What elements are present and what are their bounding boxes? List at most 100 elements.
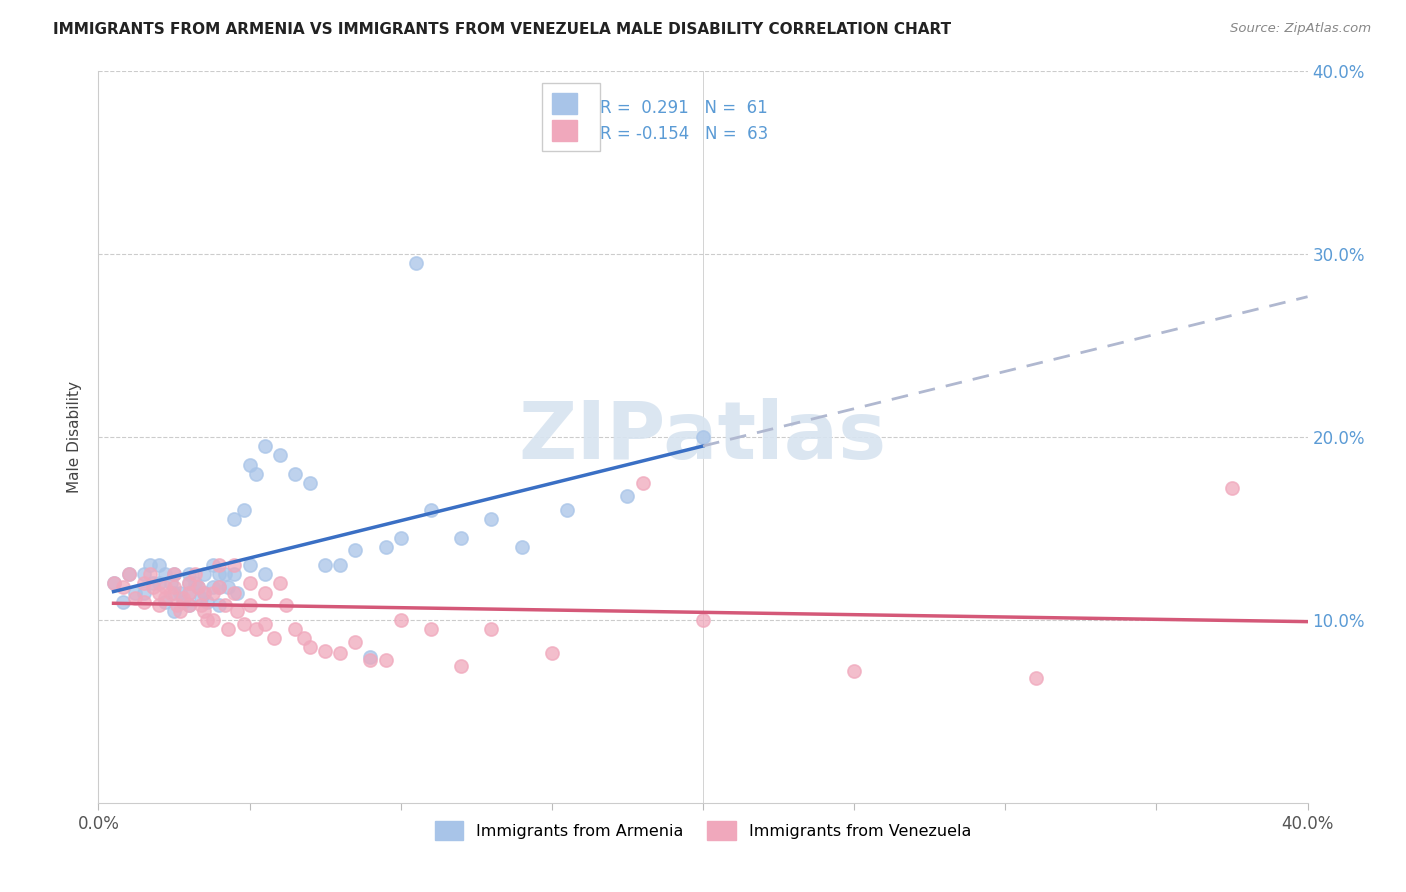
- Point: [208, 599, 231, 613]
- Point: [292, 632, 315, 646]
- Point: [232, 616, 254, 631]
- Point: [208, 580, 231, 594]
- Point: [214, 599, 236, 613]
- Point: [844, 664, 866, 678]
- Point: [253, 585, 276, 599]
- Point: [148, 558, 170, 573]
- Point: [389, 531, 412, 545]
- Point: [179, 576, 201, 591]
- Y-axis label: Male Disability: Male Disability: [67, 381, 83, 493]
- Point: [226, 604, 249, 618]
- Point: [420, 503, 443, 517]
- Point: [299, 640, 322, 655]
- Point: [172, 591, 194, 605]
- Point: [118, 567, 141, 582]
- Point: [187, 580, 209, 594]
- Point: [163, 585, 186, 599]
- Point: [360, 649, 382, 664]
- Point: [284, 467, 307, 481]
- Point: [420, 622, 443, 636]
- Point: [111, 580, 134, 594]
- Point: [179, 599, 201, 613]
- Point: [190, 599, 212, 613]
- Point: [224, 512, 246, 526]
- Point: [450, 531, 472, 545]
- Point: [389, 613, 412, 627]
- Point: [103, 576, 125, 591]
- Point: [118, 567, 141, 582]
- Point: [124, 591, 146, 605]
- Point: [139, 558, 162, 573]
- Point: [1220, 481, 1243, 495]
- Point: [132, 576, 155, 591]
- Point: [239, 576, 262, 591]
- Point: [329, 558, 352, 573]
- Point: [374, 540, 396, 554]
- Point: [132, 594, 155, 608]
- Point: [163, 567, 186, 582]
- Point: [360, 653, 382, 667]
- Point: [163, 567, 186, 582]
- Point: [160, 576, 183, 591]
- Point: [190, 591, 212, 605]
- Point: [269, 448, 291, 462]
- Point: [555, 503, 578, 517]
- Point: [163, 604, 186, 618]
- Point: [208, 580, 231, 594]
- Text: R = -0.154   N =  63: R = -0.154 N = 63: [600, 126, 769, 144]
- Point: [160, 585, 183, 599]
- Point: [172, 594, 194, 608]
- Point: [195, 613, 218, 627]
- Point: [193, 604, 215, 618]
- Point: [253, 616, 276, 631]
- Point: [163, 580, 186, 594]
- Point: [148, 585, 170, 599]
- Point: [142, 580, 165, 594]
- Point: [616, 489, 638, 503]
- Point: [184, 576, 207, 591]
- Point: [540, 646, 562, 660]
- Point: [299, 475, 322, 490]
- Point: [214, 567, 236, 582]
- Point: [1024, 672, 1046, 686]
- Point: [202, 558, 225, 573]
- Point: [510, 540, 533, 554]
- Point: [329, 646, 352, 660]
- Point: [148, 599, 170, 613]
- Point: [153, 594, 176, 608]
- Point: [208, 567, 231, 582]
- Point: [253, 567, 276, 582]
- Point: [314, 644, 336, 658]
- Text: Source: ZipAtlas.com: Source: ZipAtlas.com: [1230, 22, 1371, 36]
- Point: [179, 585, 201, 599]
- Point: [344, 635, 367, 649]
- Point: [239, 458, 262, 472]
- Text: ZIPatlas: ZIPatlas: [519, 398, 887, 476]
- Point: [169, 585, 191, 599]
- Point: [692, 430, 714, 444]
- Point: [224, 558, 246, 573]
- Point: [314, 558, 336, 573]
- Point: [263, 632, 285, 646]
- Point: [187, 580, 209, 594]
- Point: [124, 585, 146, 599]
- Point: [481, 622, 503, 636]
- Point: [217, 580, 239, 594]
- Point: [202, 585, 225, 599]
- Point: [232, 503, 254, 517]
- Point: [179, 599, 201, 613]
- Point: [132, 585, 155, 599]
- Point: [239, 558, 262, 573]
- Point: [208, 558, 231, 573]
- Point: [631, 475, 654, 490]
- Point: [245, 622, 267, 636]
- Point: [153, 580, 176, 594]
- Point: [344, 543, 367, 558]
- Point: [405, 256, 427, 270]
- Point: [450, 658, 472, 673]
- Point: [139, 567, 162, 582]
- Point: [284, 622, 307, 636]
- Text: IMMIGRANTS FROM ARMENIA VS IMMIGRANTS FROM VENEZUELA MALE DISABILITY CORRELATION: IMMIGRANTS FROM ARMENIA VS IMMIGRANTS FR…: [53, 22, 952, 37]
- Point: [166, 599, 188, 613]
- Point: [148, 576, 170, 591]
